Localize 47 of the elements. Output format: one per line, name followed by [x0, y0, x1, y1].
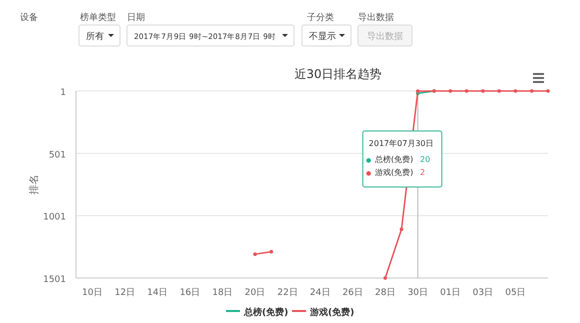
x-tick-label: 18日 — [212, 288, 233, 298]
text: 子分类 — [307, 12, 334, 23]
annotation: 2 — [420, 168, 426, 177]
x-tick-label: 12日 — [114, 288, 136, 298]
text: 所有 — [86, 31, 104, 42]
text: 导出数据 — [367, 31, 403, 42]
annotation: 总榜(免费) — [374, 155, 414, 164]
y-axis-title: 排名 — [28, 174, 40, 194]
point — [514, 89, 518, 93]
x-tick-label: 03日 — [472, 288, 494, 298]
legend-label: 总榜(免费) — [243, 307, 288, 318]
point — [383, 276, 388, 280]
x-tick-label: 20日 — [244, 288, 266, 298]
chart-title: 近30日排名趋势 — [294, 67, 382, 81]
text: 不显示 — [309, 31, 336, 42]
text: 日期 — [127, 12, 145, 23]
point — [497, 89, 501, 93]
y-tick-label: 1 — [60, 88, 66, 98]
point — [270, 250, 274, 254]
x-tick-label: 24日 — [310, 288, 330, 298]
text: 榜单类型 — [80, 12, 116, 23]
x-tick-label: 01日 — [440, 288, 461, 298]
point — [400, 227, 404, 232]
y-tick-label: 1501 — [43, 275, 66, 285]
point — [530, 89, 534, 93]
text: 设备 — [20, 12, 38, 23]
x-tick-label: 28日 — [375, 288, 396, 298]
point — [546, 89, 550, 93]
point — [416, 89, 420, 93]
x-tick-label: 30日 — [408, 288, 428, 298]
x-tick-label: 22日 — [277, 288, 298, 298]
annotation: 2017年07月30日 — [368, 139, 434, 148]
point — [253, 252, 257, 256]
x-tick-label: 16日 — [180, 288, 200, 298]
x-tick-label: 10日 — [82, 288, 102, 298]
text: 导出数据 — [358, 12, 394, 23]
annotation: 游戏(免费) — [375, 168, 414, 177]
legend-label: 游戏(免费) — [309, 307, 354, 318]
x-tick-label: 26日 — [342, 288, 363, 298]
y-tick-label: 1001 — [43, 212, 66, 223]
point — [464, 89, 468, 93]
point — [481, 89, 485, 93]
point — [448, 89, 452, 93]
x-tick-label: 14日 — [147, 288, 168, 298]
x-tick-label: 05日 — [505, 288, 526, 298]
annotation: 20 — [420, 155, 430, 164]
y-tick-label: 501 — [48, 150, 66, 160]
